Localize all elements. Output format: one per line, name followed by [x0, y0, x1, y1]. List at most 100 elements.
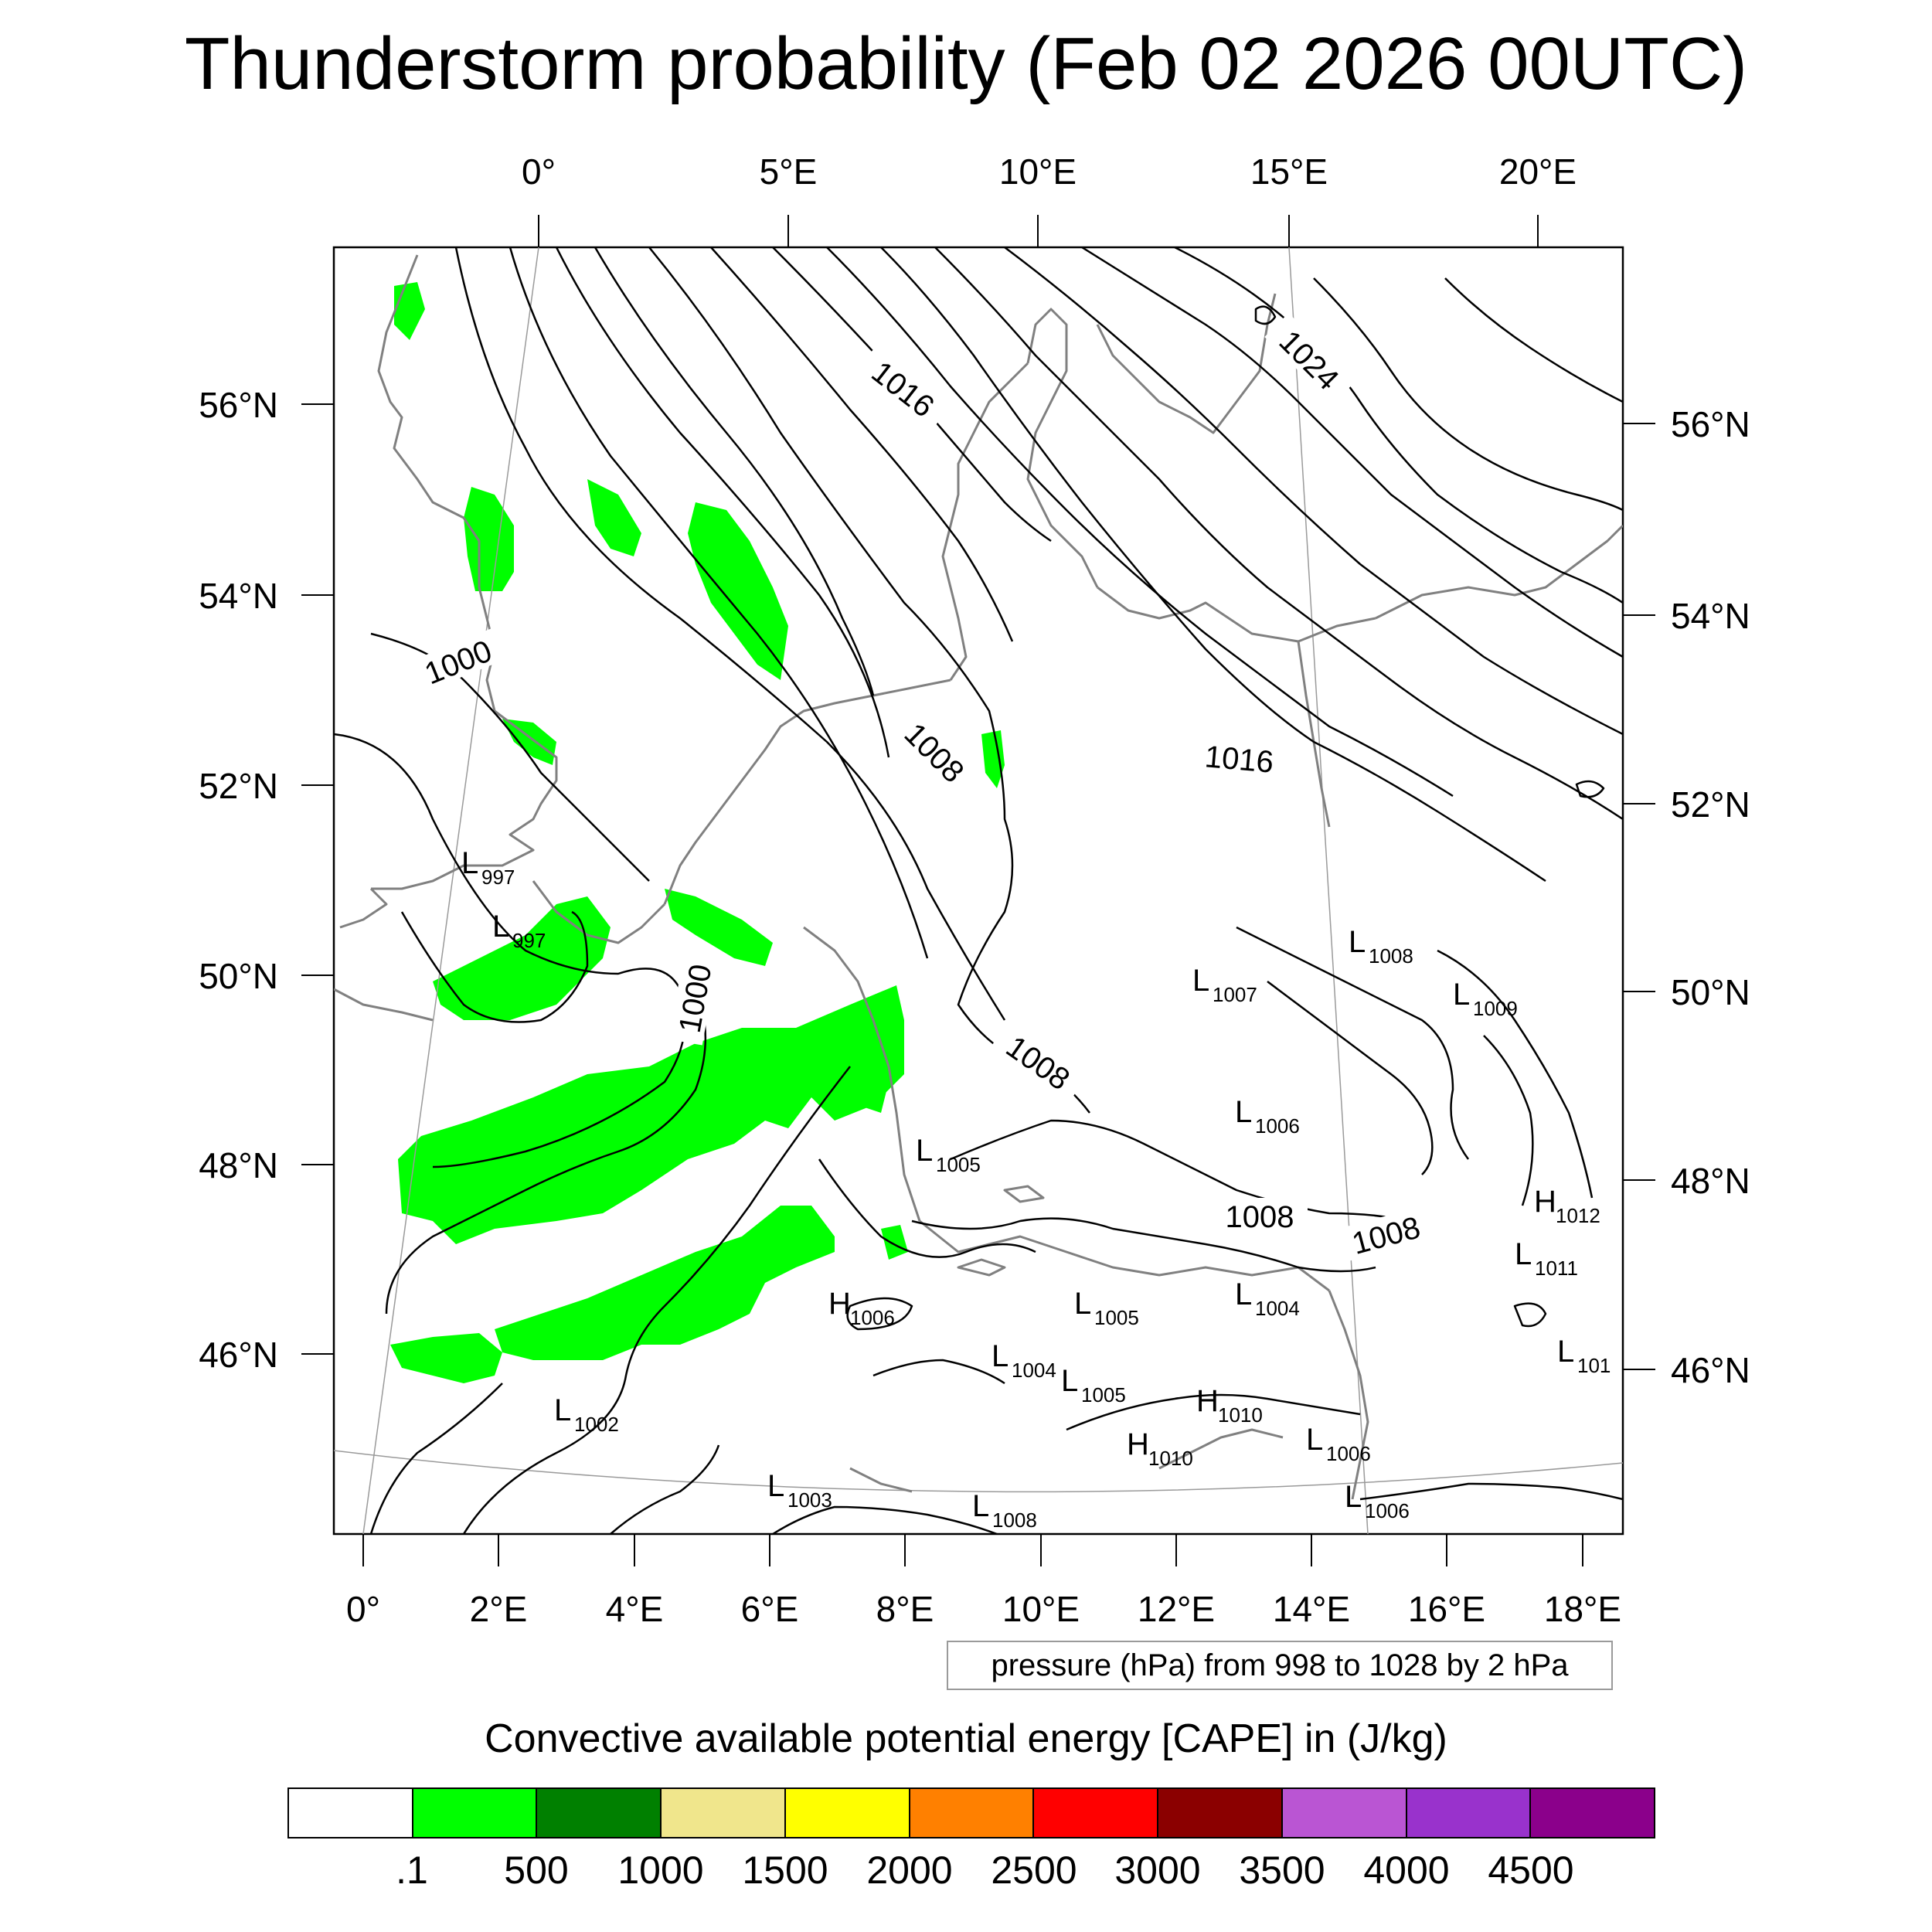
isobar-1000-west: [334, 733, 686, 1168]
bottom-lon-label: 0°: [346, 1589, 380, 1629]
isobar-1022-north: [1081, 247, 1623, 658]
pressure-center-value: 1006: [850, 1306, 895, 1329]
isobar-ring-baltic: [1254, 305, 1277, 325]
pressure-center-value: 1008: [1369, 944, 1413, 968]
colorbar-label: 1000: [617, 1849, 704, 1892]
graticule-parallel-45n: [334, 1450, 1623, 1493]
coastlines: [334, 254, 1623, 1500]
cape-shading: [390, 282, 1005, 1383]
isobar-1008-south: [872, 1359, 1005, 1385]
pressure-center-letter: L: [1515, 1237, 1532, 1271]
pressure-center-value: 1005: [1081, 1383, 1126, 1406]
cape-area-france: [398, 985, 904, 1244]
tick-marks: [301, 215, 1655, 1566]
isobar-1000-alps: [462, 1066, 851, 1534]
top-lon-label: 10°E: [999, 151, 1077, 192]
isobar-1016-north: [880, 247, 1546, 883]
isobar-1008-far-south: [772, 1505, 998, 1534]
isobar-1004-center: [818, 1158, 1036, 1258]
cape-colorbar: [287, 1787, 1655, 1838]
contour-label: 1008: [1226, 1200, 1294, 1234]
pressure-center-letter: L: [1306, 1423, 1323, 1457]
colorbar-label: 4500: [1488, 1849, 1574, 1892]
isobar-1028-north: [1444, 277, 1623, 403]
colorbar-label: .1: [396, 1849, 428, 1892]
bottom-lon-label: 6°E: [741, 1589, 799, 1629]
isobar-1006-north: [594, 247, 875, 696]
pressure-center-value: 1006: [1326, 1442, 1371, 1465]
colorbar-label: 3500: [1239, 1849, 1325, 1892]
cape-area-small-1: [981, 730, 1005, 788]
pressure-center-letter: H: [828, 1287, 851, 1321]
isobar-1008-southeast: [1359, 1482, 1623, 1501]
bottom-lon-label: 4°E: [606, 1589, 664, 1629]
pressure-center-value: 1011: [1535, 1257, 1578, 1280]
colorbar-swatch: [910, 1789, 1035, 1837]
isobar-1006-small-ring: [846, 1297, 913, 1331]
coast-baltic-germany: [1097, 586, 1376, 643]
top-longitude-labels: 0° 5°E 10°E 15°E 20°E: [522, 151, 1577, 192]
isobar-1008-north: [648, 247, 1090, 1114]
pressure-center-letter: L: [1235, 1277, 1252, 1311]
isobar-1006-east: [1267, 981, 1434, 1175]
colorbar-label: 4000: [1363, 1849, 1450, 1892]
pressure-center-value: 1003: [787, 1488, 832, 1512]
pressure-center-value: 1004: [1255, 1297, 1300, 1320]
left-lat-label: 46°N: [199, 1335, 278, 1375]
isobar-1010-east: [1437, 949, 1594, 1199]
left-lat-label: 48°N: [199, 1145, 278, 1185]
isobar-1010-south: [1066, 1393, 1361, 1431]
isobar-1020-north: [1004, 247, 1623, 736]
cape-area-channel: [665, 889, 773, 966]
isobar-1004-north: [555, 247, 890, 758]
isobar-1018-north: [934, 247, 1623, 821]
bottom-lon-label: 12°E: [1138, 1589, 1215, 1629]
coast-denmark: [1026, 308, 1099, 588]
left-lat-label: 56°N: [199, 385, 278, 425]
right-lat-label: 50°N: [1671, 972, 1750, 1012]
coast-southwest-england: [334, 988, 434, 1022]
coast-wales: [339, 887, 388, 929]
colorbar-swatch: [537, 1789, 662, 1837]
pressure-center-letter: L: [554, 1393, 571, 1427]
right-lat-label: 48°N: [1671, 1161, 1750, 1201]
pressure-center-value: 1012: [1556, 1204, 1600, 1227]
pressure-center-letter: L: [492, 910, 509, 944]
colorbar-swatch: [1034, 1789, 1159, 1837]
border-france-germany: [803, 926, 921, 1222]
right-lat-label: 56°N: [1671, 404, 1750, 444]
colorbar-labels: .1 500 1000 1500 2000 2500 3000 3500 400…: [0, 1847, 1932, 1893]
bottom-lon-label: 10°E: [1002, 1589, 1080, 1629]
contour-label: 1016: [1203, 740, 1274, 780]
right-lat-label: 46°N: [1671, 1350, 1750, 1390]
graticule-meridian-15e: [1288, 247, 1369, 1534]
graticule: [334, 247, 1623, 1534]
colorbar-swatch: [1158, 1789, 1283, 1837]
colorbar-swatch: [1282, 1789, 1407, 1837]
right-latitude-labels: 56°N 54°N 52°N 50°N 48°N 46°N: [1671, 404, 1750, 1390]
cape-area-northsea-2: [587, 479, 641, 556]
pressure-center-letter: L: [1349, 925, 1366, 959]
isobar-1010-north: [710, 247, 1014, 642]
top-lon-label: 15°E: [1250, 151, 1328, 192]
coast-lake-constance: [1003, 1185, 1045, 1203]
coast-adriatic: [1328, 1290, 1369, 1500]
colorbar-swatch: [1406, 1789, 1532, 1837]
isobar-1000-north: [454, 247, 1006, 1021]
top-lon-label: 20°E: [1499, 151, 1577, 192]
isobar-1004-southwest: [610, 1444, 720, 1534]
isobar-1012-east: [1483, 1035, 1534, 1206]
colorbar-title: Convective available potential energy [C…: [485, 1716, 1447, 1761]
isobar-1008-center: [950, 1119, 1407, 1223]
colorbar-label: 3000: [1114, 1849, 1201, 1892]
coast-belgium-netherlands: [663, 679, 951, 905]
pressure-center-value: 1005: [936, 1153, 981, 1176]
cape-area-small-2: [881, 1225, 908, 1260]
pressure-center-letter: L: [916, 1134, 933, 1168]
cape-area-england: [464, 487, 514, 591]
isobar-ring-east: [1575, 780, 1605, 798]
isobar-1012-ring: [1513, 1302, 1547, 1328]
coast-gulf-of-lion: [849, 1467, 913, 1493]
pressure-center-letter: L: [1235, 1095, 1252, 1129]
isobar-1026-north: [1313, 277, 1623, 512]
